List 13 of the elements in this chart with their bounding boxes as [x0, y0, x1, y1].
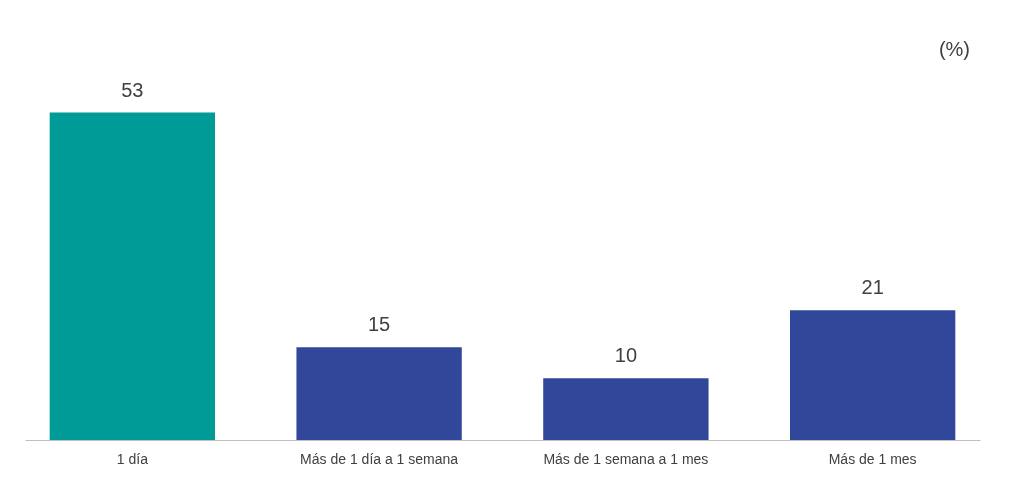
data-label: 21	[861, 276, 884, 299]
data-label: 53	[121, 78, 144, 101]
x-tick-label: Más de 1 semana a 1 mes	[543, 450, 709, 467]
x-tick-label: Más de 1 día a 1 semana	[300, 450, 459, 467]
bar	[543, 378, 709, 440]
text: (%)	[938, 38, 970, 60]
data-label: 15	[367, 313, 391, 336]
x-tick-label: 1 día	[116, 450, 149, 467]
bar	[296, 347, 462, 440]
data-label: 10	[614, 344, 638, 367]
x-tick-label: Más de 1 mes	[828, 450, 917, 467]
bar	[49, 112, 216, 440]
bar	[789, 310, 956, 440]
